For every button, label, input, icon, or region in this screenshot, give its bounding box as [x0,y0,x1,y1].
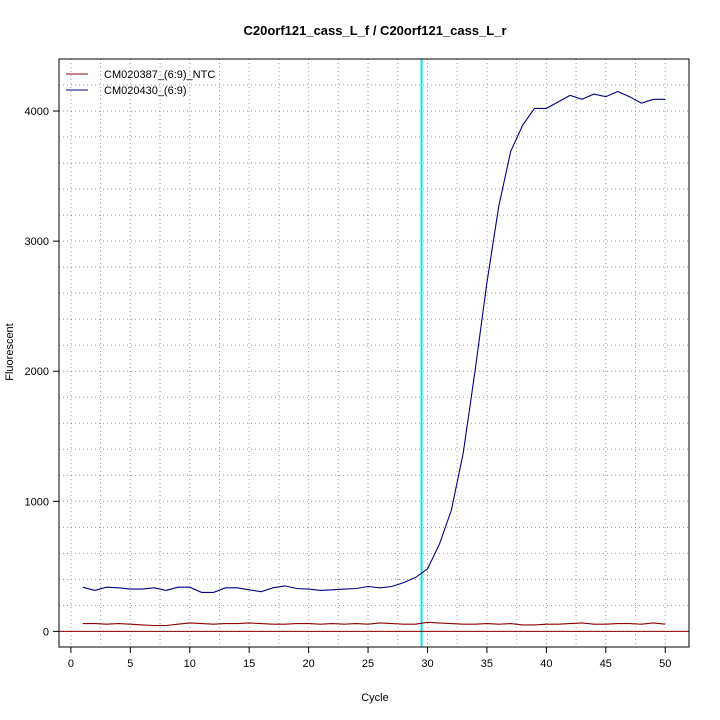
series-line-2 [82,90,666,593]
x-tick-label: 20 [302,658,314,670]
grid [59,58,689,647]
y-axis-label: Fluorescent [4,323,16,380]
chart-title: C20orf121_cass_L_f / C20orf121_cass_L_r [243,23,506,38]
x-tick-label: 45 [600,658,612,670]
plot-frame [58,58,690,648]
series-line-1 [82,621,666,627]
legend-entry-label: CM020430_(6:9) [104,85,187,97]
legend: CM020387_(6:9)_NTC CM020430_(6:9) [66,69,215,97]
x-axis-label: Cycle [361,692,389,704]
x-tick-label: 30 [421,658,433,670]
y-axis: 0 1000 2000 3000 4000 [25,106,59,638]
y-tick-label: 3000 [25,236,49,248]
legend-entry-label: CM020387_(6:9)_NTC [104,69,215,81]
x-axis: 0 5 10 15 20 25 30 35 40 45 50 [68,647,671,670]
y-tick-label: 0 [43,626,49,638]
x-tick-label: 40 [540,658,552,670]
x-tick-label: 15 [243,658,255,670]
y-tick-label: 2000 [25,366,49,378]
x-tick-label: 10 [184,658,196,670]
x-tick-label: 35 [481,658,493,670]
x-tick-label: 25 [362,658,374,670]
y-tick-label: 1000 [25,496,49,508]
series-group [82,90,666,627]
y-tick-label: 4000 [25,106,49,118]
x-tick-label: 0 [68,658,74,670]
x-tick-label: 50 [659,658,671,670]
x-tick-label: 5 [127,658,133,670]
